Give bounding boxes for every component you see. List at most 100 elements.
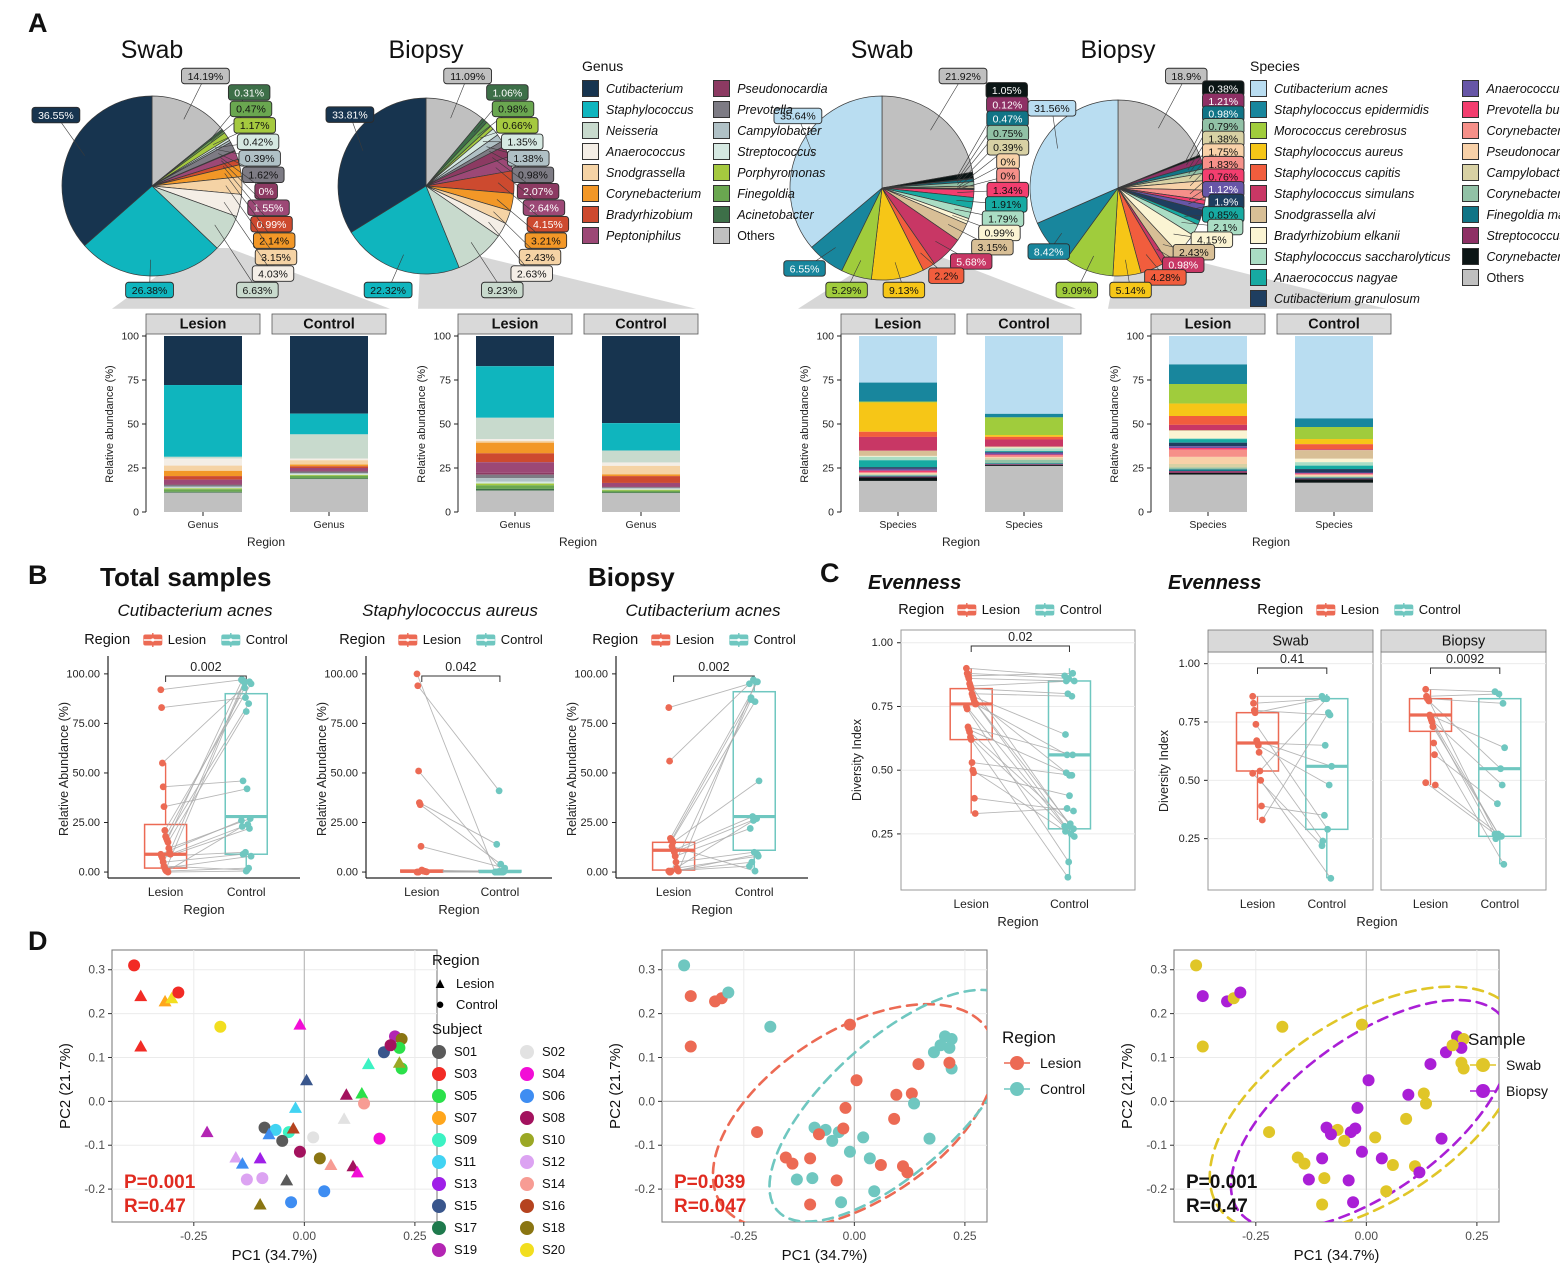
bar-segment	[164, 479, 242, 484]
legend-key-dot	[1324, 608, 1328, 612]
bar-segment	[1169, 439, 1247, 443]
panel-border	[1380, 651, 1547, 891]
pair-line	[971, 762, 1072, 776]
legend-item-label: Staphylococcus simulans	[1274, 186, 1415, 201]
legend-key-dot	[1043, 608, 1047, 612]
lesion-point	[413, 670, 421, 678]
pair-line	[1253, 698, 1327, 704]
color-swatch	[582, 185, 599, 202]
bar-segment	[602, 465, 680, 475]
bar-segment	[290, 464, 368, 467]
pair-line	[672, 780, 760, 843]
pie-label-box	[325, 106, 375, 123]
legend-item: Porphyromonas	[713, 164, 827, 181]
lesion-point	[967, 736, 975, 744]
legend-item-label: Control	[1060, 602, 1102, 617]
legend-item: Staphylococcus epidermidis	[1250, 101, 1450, 118]
bar-segment	[985, 451, 1063, 453]
pie-label-box	[125, 281, 174, 299]
y-tick-label: 0	[133, 507, 139, 519]
data-point	[1196, 1040, 1209, 1053]
x-tick-label: -0.25	[730, 1229, 758, 1243]
lesion-point	[675, 867, 682, 875]
pie-label-text: 0.85%	[1208, 209, 1238, 221]
bar-segment	[476, 474, 554, 479]
data-point	[863, 1152, 876, 1165]
pie-label-box	[773, 107, 823, 125]
y-axis-title: Relative abundance (%)	[1109, 365, 1121, 482]
subject-legend-item: S06	[520, 1088, 592, 1103]
pair-line	[1255, 698, 1324, 714]
bar-segment	[290, 468, 368, 471]
color-swatch	[1462, 101, 1480, 118]
pair-line	[670, 697, 752, 841]
pie-label-text: 21.92%	[945, 71, 981, 83]
bar-segment	[1169, 472, 1247, 475]
x-category-label: Lesion	[656, 885, 691, 899]
control-point	[1062, 827, 1069, 835]
pair-line	[668, 683, 750, 708]
bar-segment	[164, 491, 242, 493]
bar-segment	[1295, 482, 1373, 512]
lesion-point	[963, 664, 970, 672]
control-point	[1066, 820, 1074, 828]
bar-segment	[1169, 384, 1247, 404]
pie-label-box	[928, 267, 965, 284]
pie-label-text: 5.68%	[956, 256, 986, 268]
box-total-aureus-svg: Staphylococcus aureus Region Lesion Control…	[315, 601, 552, 917]
panel-b-label: B	[28, 560, 48, 590]
legend-item-label: Others	[1486, 270, 1524, 285]
pie-species-biopsy-svg: Biopsy18.9%0.38%1.21%0.98%0.79%1.38%1.75…	[1027, 36, 1245, 299]
pie-label-box	[251, 265, 295, 282]
color-swatch	[1462, 269, 1480, 286]
bar-segment	[985, 458, 1063, 460]
bar-segment	[290, 471, 368, 474]
legend-column: Pseudonocardia Prevotella Campylobacter Str…	[713, 80, 828, 244]
pie-label-text: 9.13%	[889, 285, 919, 297]
subject-id-label: S14	[542, 1176, 566, 1191]
facet-strip-label: Lesion	[875, 317, 922, 333]
color-swatch	[1250, 206, 1267, 223]
p-value-bracket	[1257, 667, 1328, 674]
subject-legend-item: S02	[520, 1044, 592, 1059]
region-points-legend: Region Lesion Control	[1002, 1028, 1117, 1106]
bar-segment	[290, 460, 368, 465]
data-point	[806, 1172, 819, 1185]
cluster-ellipse	[711, 1002, 987, 1222]
pie-label-text: 0.99%	[257, 219, 287, 231]
boxplot-total-cacnes: Cutibacterium acnes Region Lesion Control 0.…	[52, 594, 310, 930]
point-key-icon	[1470, 1058, 1496, 1072]
facet-strip-label: Control	[1308, 317, 1360, 333]
data-point	[269, 1123, 282, 1136]
y-tick-label: 0	[828, 507, 834, 519]
pie-label-box	[254, 248, 298, 266]
permanova-annotation: R=0.047	[674, 1196, 746, 1217]
y-tick-label: 0.75	[1179, 717, 1200, 729]
legend-item: Bradyrhizobium	[582, 206, 701, 223]
facet-strip	[840, 313, 956, 335]
points-group	[128, 959, 408, 1210]
bar-segment	[1295, 465, 1373, 470]
lesion-point	[971, 794, 978, 802]
lesion-point	[1430, 739, 1438, 747]
bar-segment	[164, 336, 242, 386]
pair-line	[1427, 698, 1504, 704]
data-point	[318, 1185, 331, 1198]
pie-title: Biopsy	[388, 36, 464, 64]
y-axis-title: Relative abundance (%)	[104, 365, 116, 482]
lesion-point	[671, 852, 679, 860]
y-tick-label: 0.3	[638, 963, 655, 977]
pie-slice	[1029, 99, 1119, 224]
pie-label-text: 4.15%	[1197, 234, 1227, 246]
pca-region-svg: -0.25 0.00 0.25 -0.2 -0.1 0.0 0.1 0.2 0.3 PC1 (34…	[607, 949, 988, 1264]
y-tick-label: 100	[1126, 331, 1144, 343]
bar-segment	[602, 493, 680, 512]
pair-line	[1425, 688, 1496, 693]
bar-segment	[476, 453, 554, 463]
x-axis-title: Region	[1356, 914, 1397, 929]
subject-id-label: S19	[454, 1242, 478, 1257]
x-category-label: Control	[227, 885, 266, 899]
pair-line	[1435, 784, 1502, 837]
y-tick-label: -0.2	[1146, 1182, 1167, 1196]
lesion-point	[1249, 692, 1257, 700]
